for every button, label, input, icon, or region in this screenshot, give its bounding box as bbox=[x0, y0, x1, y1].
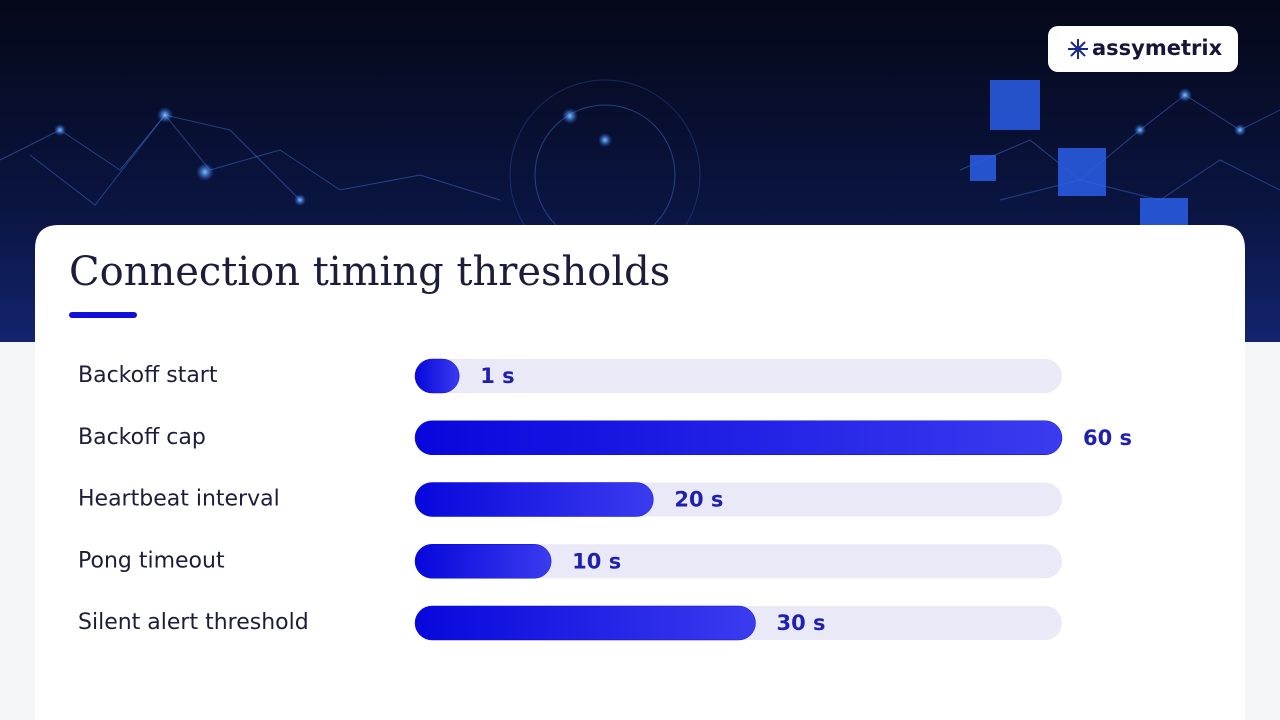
bar bbox=[414, 482, 654, 517]
bar-track bbox=[415, 359, 1062, 393]
category-label: Backoff cap bbox=[78, 425, 206, 450]
brand-icon bbox=[1068, 39, 1088, 59]
bar bbox=[414, 605, 756, 641]
category-label: Pong timeout bbox=[78, 548, 225, 573]
value-label: 20 s bbox=[674, 488, 723, 512]
bar-track bbox=[415, 544, 1062, 579]
glow-dots bbox=[54, 88, 1246, 206]
value-label: 1 s bbox=[480, 364, 514, 388]
category-label: Heartbeat interval bbox=[78, 487, 280, 512]
cube-decoration bbox=[970, 80, 1188, 228]
content-card bbox=[35, 225, 1245, 720]
brand-name: assymetrix bbox=[1092, 36, 1223, 60]
title-underline bbox=[69, 312, 137, 318]
value-label: 60 s bbox=[1083, 426, 1132, 450]
brand-badge bbox=[1048, 26, 1238, 72]
bar bbox=[414, 544, 552, 579]
value-label: 10 s bbox=[572, 549, 621, 573]
value-label: 30 s bbox=[777, 611, 826, 635]
bar bbox=[414, 420, 1063, 455]
bar bbox=[414, 358, 460, 394]
category-label: Backoff start bbox=[78, 363, 218, 388]
chart-title: Connection timing thresholds bbox=[69, 249, 670, 295]
category-label: Silent alert threshold bbox=[78, 610, 309, 635]
